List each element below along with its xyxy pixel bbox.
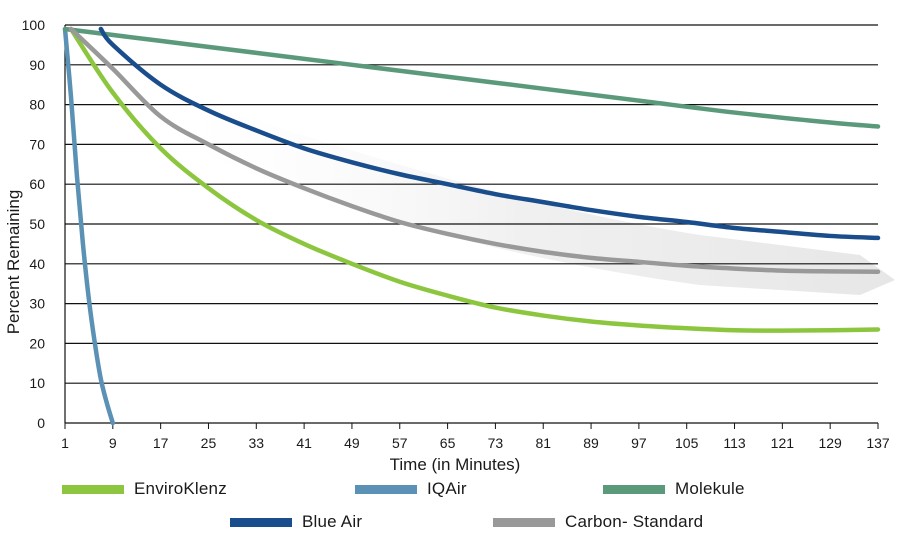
x-tick-label: 113 (723, 435, 746, 451)
x-tick-label: 73 (488, 435, 504, 451)
legend-item-iqair: IQAir (355, 479, 467, 499)
legend-item-enviroklenz: EnviroKlenz (62, 479, 227, 499)
legend-swatch-enviroklenz (62, 484, 124, 494)
legend-item-molekule: Molekule (603, 479, 745, 499)
legend-label: Blue Air (302, 512, 363, 531)
x-tick-label: 89 (583, 435, 599, 451)
y-tick-label: 30 (29, 296, 45, 312)
series-lines (62, 26, 881, 426)
y-tick-label: 40 (29, 256, 45, 272)
legend-swatch-blue-air (230, 517, 292, 527)
legend-item-carbon-standard: Carbon- Standard (493, 512, 703, 532)
y-tick-label: 80 (29, 97, 45, 113)
axes: 0 10 20 30 40 50 60 70 80 90 100 1 9 17 25 33 41 49 57 65 73… (22, 17, 890, 451)
x-tick-label: 49 (344, 435, 360, 451)
y-tick-label: 0 (37, 415, 45, 431)
legend-swatch-iqair (355, 484, 417, 494)
y-tick-label: 70 (29, 136, 45, 152)
legend-label: Molekule (675, 479, 745, 498)
legend-label: EnviroKlenz (134, 479, 227, 498)
x-tick-label: 33 (249, 435, 265, 451)
x-tick-label: 137 (866, 435, 890, 451)
legend-label: IQAir (427, 479, 467, 498)
highlight-arrow-shape (150, 90, 895, 295)
series-line-iqair (62, 26, 116, 426)
y-tick-label: 50 (29, 216, 45, 232)
legend-swatch-carbon-standard (493, 517, 555, 527)
y-tick-label: 100 (22, 17, 46, 33)
y-tick-label: 10 (29, 375, 45, 391)
series-line-molekule (62, 26, 881, 129)
x-tick-label: 1 (61, 435, 69, 451)
x-axis-label: Time (in Minutes) (390, 455, 521, 474)
x-tick-label: 121 (771, 435, 795, 451)
series-line-blue-air (98, 26, 881, 241)
y-tick-label: 20 (29, 335, 45, 351)
x-tick-label: 105 (675, 435, 699, 451)
legend-swatch-molekule (603, 484, 665, 494)
x-tick-label: 17 (153, 435, 169, 451)
x-tick-label: 65 (440, 435, 456, 451)
x-tick-label: 129 (818, 435, 842, 451)
x-tick-label: 81 (535, 435, 551, 451)
series-line-enviroklenz (68, 26, 881, 333)
x-tick-label: 97 (631, 435, 647, 451)
x-tick-label: 9 (109, 435, 117, 451)
series-line-carbon-standard (68, 26, 881, 275)
legend-label: Carbon- Standard (565, 512, 704, 531)
x-tick-label: 25 (201, 435, 217, 451)
y-tick-label: 60 (29, 176, 45, 192)
x-tick-label: 57 (392, 435, 408, 451)
x-tick-label: 41 (296, 435, 312, 451)
y-tick-label: 90 (29, 57, 45, 73)
legend-item-blue-air: Blue Air (230, 512, 362, 532)
y-axis-label: Percent Remaining (4, 190, 23, 335)
